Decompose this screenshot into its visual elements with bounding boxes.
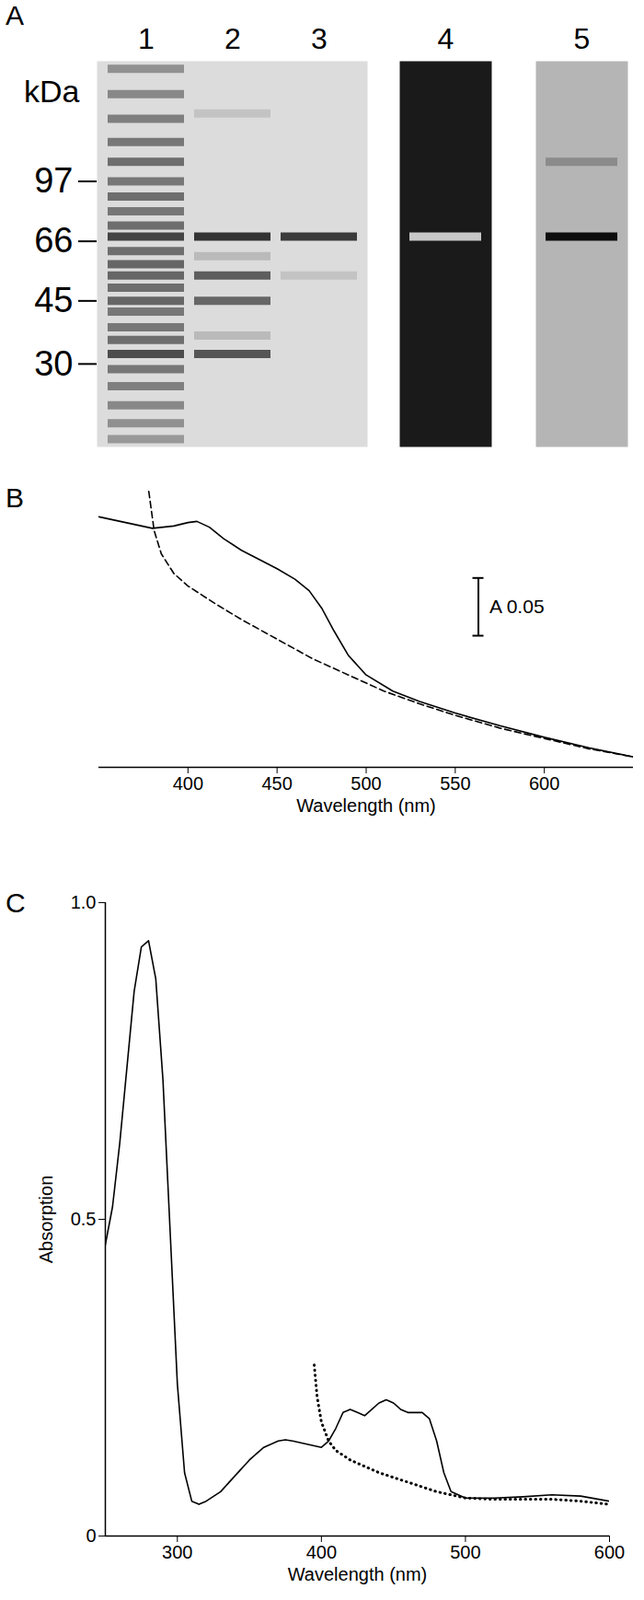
svg-text:5: 5 bbox=[574, 22, 591, 56]
html-text:C: C bbox=[5, 886, 26, 918]
svg-text:66: 66 bbox=[34, 220, 73, 260]
svg-text:2: 2 bbox=[224, 22, 242, 56]
svg-text:1.0: 1.0 bbox=[70, 891, 97, 912]
svg-text:300: 300 bbox=[161, 1541, 193, 1562]
svg-text:97: 97 bbox=[34, 161, 73, 200]
svg-text:4: 4 bbox=[437, 22, 455, 56]
svg-text:0.5: 0.5 bbox=[70, 1207, 97, 1229]
svg-text:600: 600 bbox=[529, 772, 560, 794]
html-text:A: A bbox=[5, 0, 24, 31]
svg-text:0: 0 bbox=[85, 1524, 96, 1545]
svg-text:A 0.05: A 0.05 bbox=[489, 595, 545, 617]
svg-text:400: 400 bbox=[306, 1541, 337, 1562]
html-text:B: B bbox=[5, 482, 24, 513]
svg-text:Wavelength (nm): Wavelength (nm) bbox=[296, 794, 437, 816]
svg-text:3: 3 bbox=[310, 22, 328, 56]
svg-text:550: 550 bbox=[439, 772, 471, 794]
svg-text:500: 500 bbox=[350, 772, 381, 794]
svg-text:500: 500 bbox=[449, 1541, 481, 1562]
svg-text:Wavelength (nm): Wavelength (nm) bbox=[287, 1563, 428, 1584]
svg-text:1: 1 bbox=[138, 22, 155, 56]
svg-text:600: 600 bbox=[594, 1541, 625, 1562]
svg-text:30: 30 bbox=[34, 344, 73, 383]
html-text:kDa: kDa bbox=[23, 73, 80, 109]
svg-text:400: 400 bbox=[172, 772, 204, 794]
svg-text:450: 450 bbox=[261, 772, 292, 794]
svg-text:45: 45 bbox=[34, 280, 73, 320]
svg-text:Absorption: Absorption bbox=[35, 1174, 57, 1264]
